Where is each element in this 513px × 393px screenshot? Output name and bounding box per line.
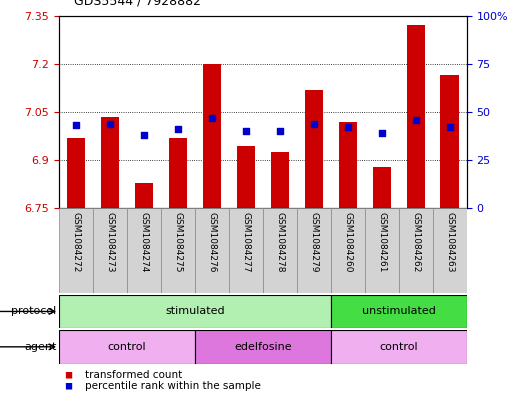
Bar: [229, 208, 263, 293]
Bar: [331, 295, 467, 328]
Text: edelfosine: edelfosine: [234, 342, 292, 352]
Bar: [339, 122, 357, 208]
Text: transformed count: transformed count: [85, 370, 182, 380]
Point: [446, 124, 454, 130]
Text: GSM1084279: GSM1084279: [309, 212, 319, 272]
Bar: [59, 330, 195, 364]
Bar: [59, 295, 331, 328]
Point: [412, 117, 420, 123]
Text: agent: agent: [24, 342, 56, 352]
Point: [242, 128, 250, 134]
Bar: [406, 25, 425, 208]
Text: control: control: [380, 342, 418, 352]
Text: GSM1084260: GSM1084260: [343, 212, 352, 272]
Bar: [134, 183, 153, 208]
Text: GSM1084276: GSM1084276: [207, 212, 216, 272]
Text: percentile rank within the sample: percentile rank within the sample: [85, 381, 261, 391]
Bar: [127, 208, 161, 293]
Bar: [399, 208, 433, 293]
Bar: [331, 330, 467, 364]
Bar: [433, 208, 467, 293]
Bar: [203, 64, 221, 208]
Bar: [305, 90, 323, 208]
Bar: [372, 167, 391, 208]
Point: [174, 126, 182, 132]
Text: GSM1084277: GSM1084277: [242, 212, 250, 272]
Bar: [67, 138, 85, 208]
Bar: [331, 208, 365, 293]
Bar: [101, 117, 120, 208]
Text: stimulated: stimulated: [165, 307, 225, 316]
Bar: [59, 208, 93, 293]
Point: [140, 132, 148, 138]
Text: ◼: ◼: [64, 370, 72, 380]
Point: [344, 124, 352, 130]
Text: GSM1084272: GSM1084272: [71, 212, 81, 272]
Text: GSM1084263: GSM1084263: [445, 212, 455, 272]
Point: [378, 130, 386, 136]
Text: protocol: protocol: [11, 307, 56, 316]
Text: GSM1084275: GSM1084275: [173, 212, 183, 272]
Bar: [195, 208, 229, 293]
Text: GSM1084261: GSM1084261: [378, 212, 386, 272]
Point: [208, 115, 216, 121]
Text: ◼: ◼: [64, 381, 72, 391]
Bar: [161, 208, 195, 293]
Text: unstimulated: unstimulated: [362, 307, 436, 316]
Text: GSM1084273: GSM1084273: [106, 212, 114, 272]
Bar: [195, 330, 331, 364]
Point: [72, 122, 80, 129]
Text: GSM1084262: GSM1084262: [411, 212, 420, 272]
Point: [276, 128, 284, 134]
Bar: [169, 138, 187, 208]
Bar: [93, 208, 127, 293]
Text: GSM1084278: GSM1084278: [275, 212, 284, 272]
Text: control: control: [108, 342, 146, 352]
Text: GDS5544 / 7928882: GDS5544 / 7928882: [74, 0, 202, 8]
Bar: [270, 152, 289, 208]
Text: GSM1084274: GSM1084274: [140, 212, 148, 272]
Point: [310, 120, 318, 127]
Bar: [297, 208, 331, 293]
Bar: [263, 208, 297, 293]
Bar: [365, 208, 399, 293]
Bar: [441, 75, 459, 208]
Bar: [236, 146, 255, 208]
Point: [106, 120, 114, 127]
